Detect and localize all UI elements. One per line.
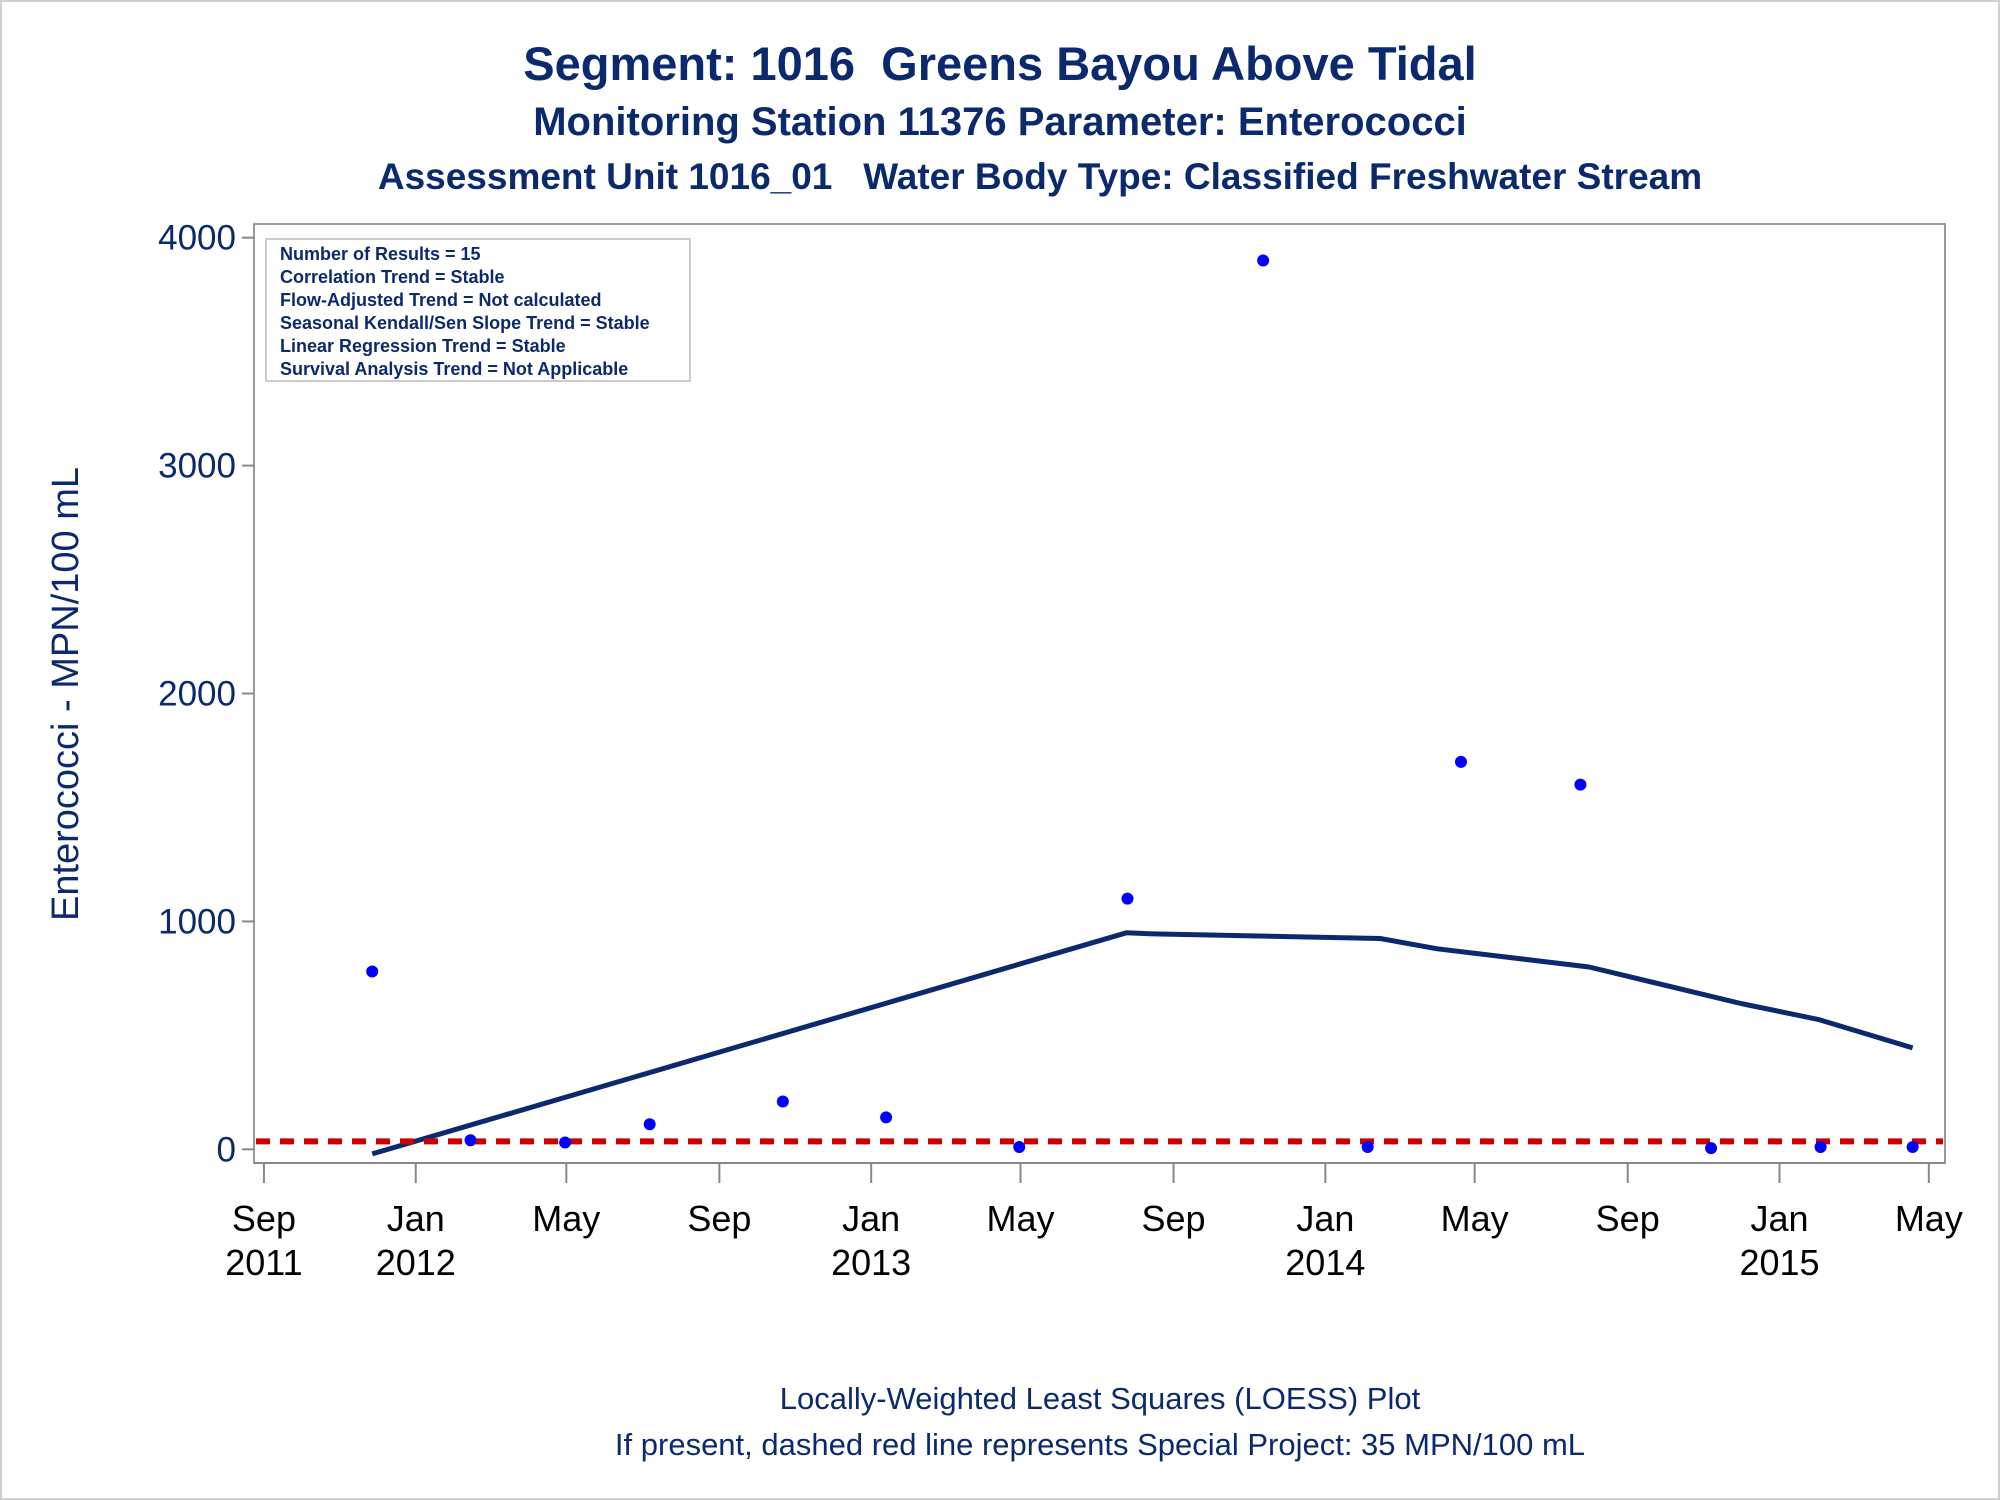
info-box-border [265,238,691,382]
info-box-line-2: Correlation Trend = Stable [280,267,505,287]
chart-title: Segment: 1016 Greens Bayou Above Tidal [523,37,1477,90]
x-tick-year-label: 2013 [831,1242,911,1283]
x-tick-label: May [532,1198,600,1239]
x-tick-year-label: 2012 [376,1242,456,1283]
x-tick-label: May [1895,1198,1963,1239]
info-box: Number of Results = 15 Correlation Trend… [265,238,691,382]
data-point [643,1118,656,1131]
x-tick-label: May [1441,1198,1509,1239]
y-tick-label: 0 [217,1130,236,1169]
y-axis: 0 1000 2000 3000 4000 [158,219,254,1169]
x-tick-label: Sep [232,1198,296,1239]
info-box-line-6: Survival Analysis Trend = Not Applicable [280,359,628,379]
data-point [1361,1141,1374,1154]
info-box-line-5: Linear Regression Trend = Stable [280,336,566,356]
x-tick-year-label: 2011 [225,1242,302,1283]
data-point [1257,254,1270,267]
data-point [1705,1142,1718,1155]
x-tick-label: Jan [1750,1198,1808,1239]
data-point [1454,755,1467,768]
data-point [1574,778,1587,791]
data-point [776,1095,789,1108]
data-point [880,1111,893,1124]
info-box-line-1: Number of Results = 15 [280,244,481,264]
data-point [1121,892,1134,905]
data-point [1013,1141,1026,1154]
y-tick-label: 2000 [158,675,236,714]
x-tick-year-label: 2014 [1285,1242,1365,1283]
x-tick-label: Sep [687,1198,751,1239]
x-tick-label: Sep [1596,1198,1660,1239]
data-point [366,965,379,978]
x-tick-label: Jan [842,1198,900,1239]
y-tick-label: 4000 [158,219,236,258]
x-tick-label: Sep [1142,1198,1206,1239]
y-tick-label: 1000 [158,902,236,941]
x-tick-label: Jan [1296,1198,1354,1239]
x-tick-label: Jan [387,1198,445,1239]
info-box-line-4: Seasonal Kendall/Sen Slope Trend = Stabl… [280,313,650,333]
loess-line [371,930,1914,1157]
plot-marks [256,254,1943,1157]
chart-subtitle-station: Monitoring Station 11376 Parameter: Ente… [533,100,1467,144]
data-point [464,1134,477,1147]
x-tick-year-label: 2015 [1739,1242,1819,1283]
data-point [1906,1141,1919,1154]
y-tick-label: 3000 [158,447,236,486]
chart-subtitle-assessment: Assessment Unit 1016_01 Water Body Type:… [377,156,1703,197]
data-point [559,1136,572,1149]
data-point [1814,1141,1827,1154]
footnote-reference: If present, dashed red line represents S… [614,1427,1586,1462]
x-tick-label: May [986,1198,1054,1239]
info-box-line-3: Flow-Adjusted Trend = Not calculated [280,290,602,310]
footnote-loess: Locally-Weighted Least Squares (LOESS) P… [779,1381,1421,1416]
y-axis-title: Enterococci - MPN/100 mL [45,467,87,921]
